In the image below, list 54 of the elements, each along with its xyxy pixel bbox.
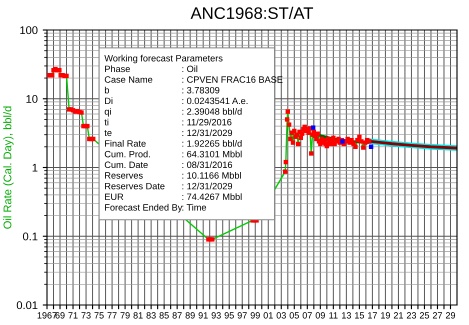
x-tick-label: 25 bbox=[420, 312, 430, 319]
x-tick-label: 75 bbox=[94, 312, 104, 319]
x-tick-label: 05 bbox=[290, 312, 299, 319]
text: Di : 0.0243541 A.e. bbox=[105, 97, 248, 104]
x-tick-label: 73 bbox=[81, 312, 91, 319]
x-tick-label: 97 bbox=[238, 312, 247, 319]
text: Case Name : CPVEN FRAC16 BASE bbox=[104, 76, 283, 83]
x-tick-label: 01 bbox=[264, 312, 273, 319]
x-tick-label: 71 bbox=[68, 312, 78, 318]
x-tick-label: 69 bbox=[55, 312, 65, 319]
x-tick-label: 77 bbox=[108, 312, 117, 318]
x-tick-label: 81 bbox=[133, 312, 143, 319]
text: Cum. Date : 08/31/2016 bbox=[104, 161, 232, 168]
x-tick-label: 29 bbox=[446, 312, 456, 319]
x-tick-label: 13 bbox=[342, 312, 351, 319]
y-axis-title: Oil Rate (Cal. Day), bbl/d bbox=[3, 106, 14, 229]
text: Cum. Prod. : 64.3101 Mbbl bbox=[104, 150, 242, 158]
text: Phase : Oil bbox=[105, 65, 198, 72]
chart-title: ANC1968:ST/AT bbox=[190, 6, 314, 20]
text: te : 12/31/2029 bbox=[104, 129, 232, 136]
x-tick-label: 1967 bbox=[38, 312, 57, 319]
text: ti : 11/29/2016 bbox=[104, 118, 232, 126]
annotation: Working forecast Parameters bbox=[104, 54, 223, 64]
x-tick-label: 79 bbox=[120, 312, 130, 319]
x-tick-label: 21 bbox=[394, 312, 404, 318]
y-tick-label: 10 bbox=[26, 95, 38, 103]
text: Reserves Date : 12/31/2029 bbox=[105, 182, 232, 190]
y-tick-label: 1 bbox=[32, 164, 38, 172]
y-tick-label: 0.01 bbox=[16, 301, 38, 310]
x-tick-label: 91 bbox=[198, 312, 208, 319]
text: Reserves : 10.1166 Mbbl bbox=[105, 172, 241, 179]
y-tick-label: 100 bbox=[20, 26, 38, 34]
x-tick-label: 11 bbox=[329, 312, 338, 318]
x-tick-label: 89 bbox=[186, 312, 195, 319]
x-tick-label: 23 bbox=[406, 312, 416, 319]
x-tick-label: 83 bbox=[146, 312, 156, 319]
x-tick-label: 85 bbox=[160, 312, 169, 319]
annotation: Forecast Ended By: Time bbox=[105, 204, 206, 212]
x-tick-label: 17 bbox=[368, 312, 377, 318]
x-tick-label: 07 bbox=[302, 312, 312, 319]
x-tick-label: 99 bbox=[250, 312, 260, 319]
x-tick-label: 19 bbox=[381, 312, 390, 319]
x-tick-label: 93 bbox=[212, 312, 221, 319]
x-tick-label: 95 bbox=[224, 312, 234, 319]
y-tick-label: 0.1 bbox=[22, 232, 38, 240]
x-tick-label: 03 bbox=[276, 312, 286, 319]
text: qi : 2.39048 bbl/d bbox=[104, 108, 242, 117]
x-tick-label: 87 bbox=[172, 312, 182, 319]
text: Final Rate : 1.92265 bbl/d bbox=[105, 140, 242, 147]
x-tick-label: 09 bbox=[316, 312, 325, 319]
text: EUR : 74.4267 Mbbl bbox=[105, 193, 242, 200]
x-tick-label: 27 bbox=[432, 312, 442, 318]
x-tick-label: 15 bbox=[355, 312, 364, 319]
text: b : 3.78309 bbox=[104, 86, 220, 94]
